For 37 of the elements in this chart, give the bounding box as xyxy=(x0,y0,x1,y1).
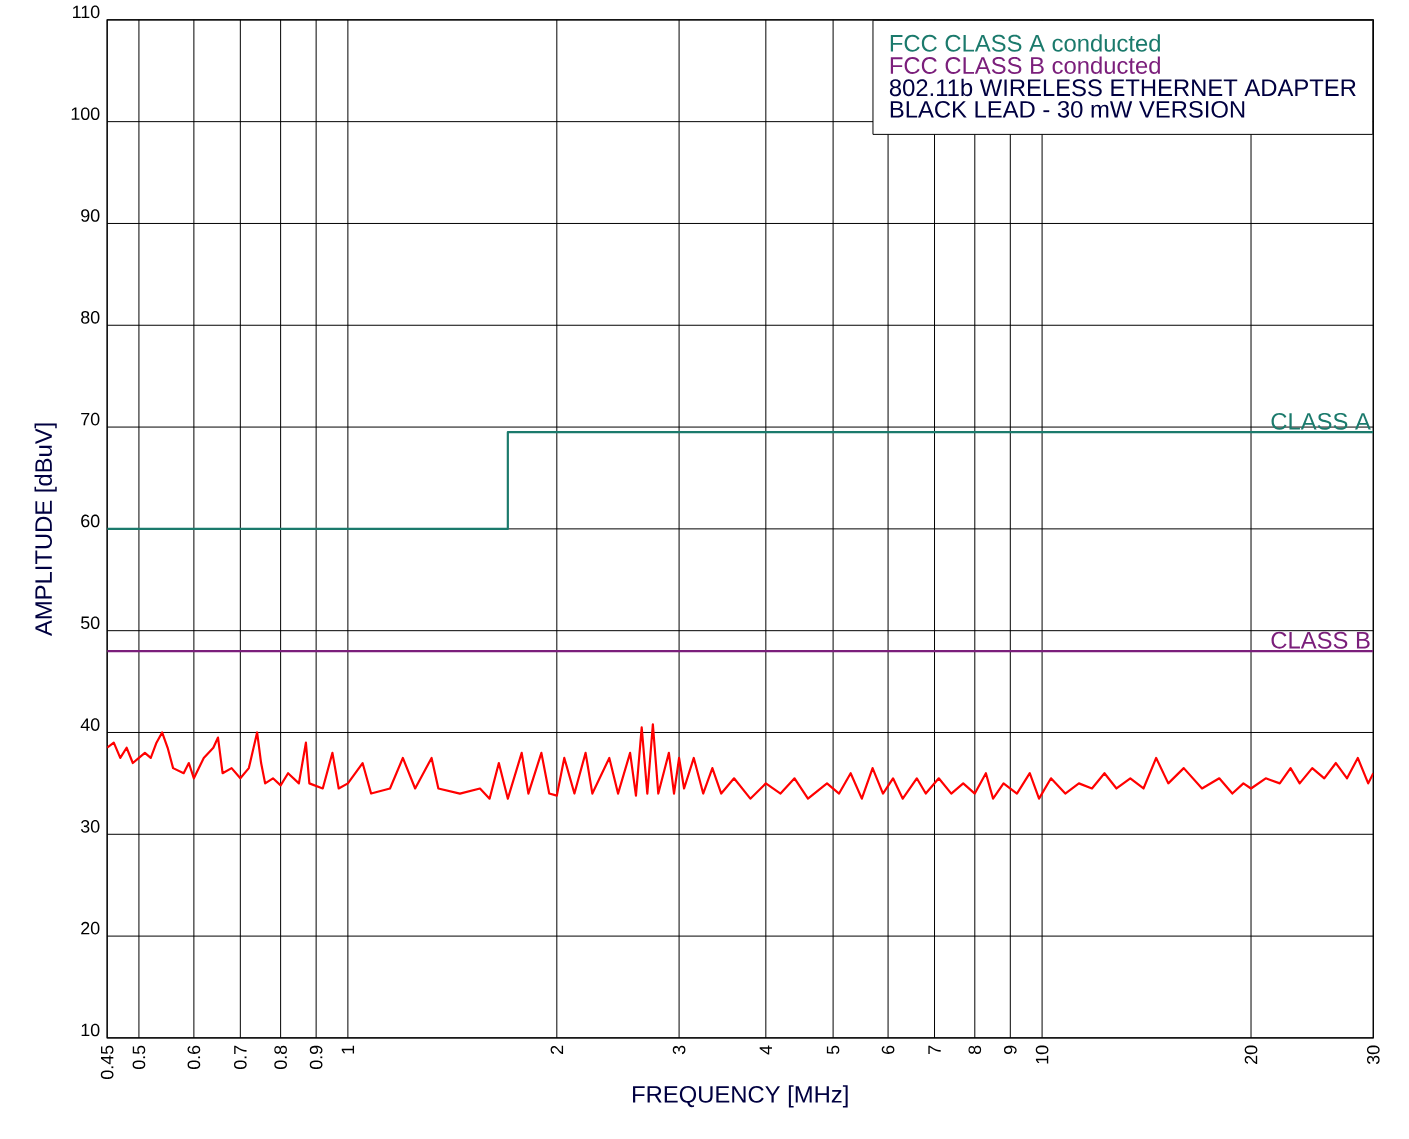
text: FCC CLASS A conducted xyxy=(890,34,1160,52)
x-tick-label: 5 xyxy=(826,1045,840,1055)
y-tick-label: 110 xyxy=(73,5,100,19)
x-tick-label: 9 xyxy=(1003,1045,1017,1054)
x-tick-label: 1 xyxy=(341,1045,355,1054)
y-tick-label: 30 xyxy=(80,819,100,833)
x-tick-label: 2 xyxy=(550,1045,564,1054)
x-tick-label: 0.8 xyxy=(274,1045,287,1070)
x-axis-title: FREQUENCY [MHz] xyxy=(633,1085,848,1108)
y-tick-label: 100 xyxy=(71,107,100,120)
y-tick-label: 60 xyxy=(81,514,100,528)
x-tick-label: 0.7 xyxy=(234,1045,247,1070)
x-tick-label: 0.5 xyxy=(132,1045,146,1070)
x-tick-label: 0.45 xyxy=(100,1045,114,1079)
y-tick-label: 80 xyxy=(81,310,100,324)
x-tick-label: 4 xyxy=(759,1045,772,1055)
x-tick-label: 3 xyxy=(672,1045,686,1055)
y-tick-label: 70 xyxy=(81,412,100,426)
y-tick-label: 50 xyxy=(81,616,100,630)
y-tick-label: 40 xyxy=(80,718,100,731)
x-tick-label: 0.6 xyxy=(187,1045,201,1070)
annotation: BLACK LEAD - 30 mW VERSION xyxy=(890,100,1245,118)
y-tick-label: 10 xyxy=(81,1023,100,1037)
annotation: CLASS A xyxy=(1271,412,1371,430)
x-tick-label: 6 xyxy=(881,1045,895,1054)
annotation: CLASS B xyxy=(1271,631,1370,649)
y-tick-label: 20 xyxy=(81,921,100,935)
y-axis-title: AMPLITUDE [dBuV] xyxy=(34,423,57,636)
x-tick-label: 8 xyxy=(968,1045,982,1055)
x-tick-label: 7 xyxy=(928,1045,941,1054)
x-tick-label: 30 xyxy=(1366,1045,1380,1065)
annotation: 802.11b WIRELESS ETHERNET ADAPTER xyxy=(889,78,1356,97)
y-tick-label: 90 xyxy=(81,209,100,222)
x-tick-label: 20 xyxy=(1244,1045,1258,1064)
text: FCC CLASS B conducted xyxy=(890,56,1160,74)
x-tick-label: 10 xyxy=(1035,1045,1049,1064)
x-tick-label: 0.9 xyxy=(309,1045,323,1070)
